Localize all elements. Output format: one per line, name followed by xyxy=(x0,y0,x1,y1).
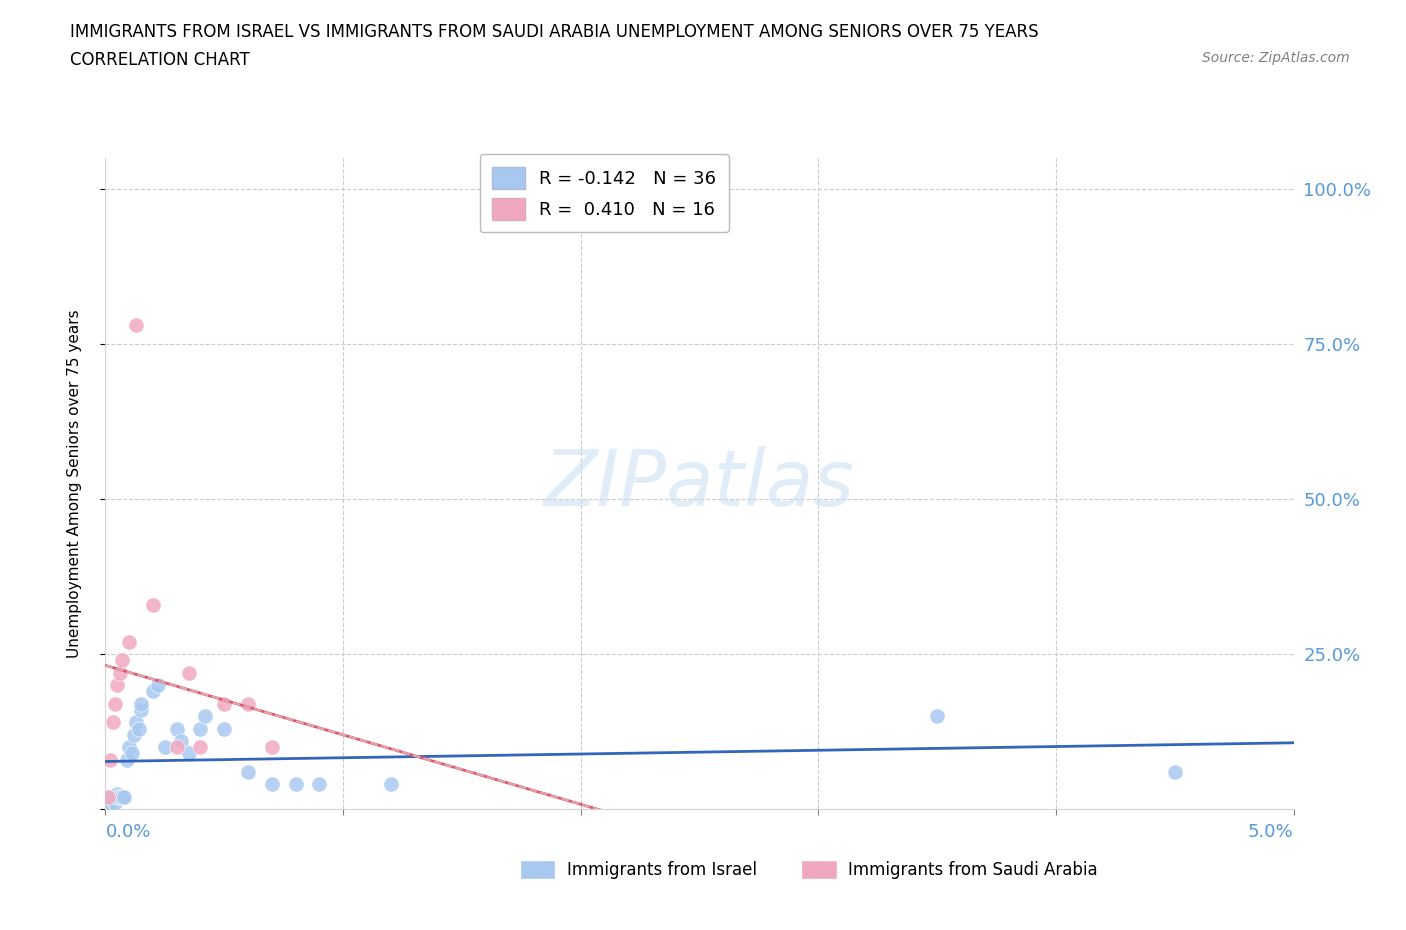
Text: 5.0%: 5.0% xyxy=(1249,823,1294,841)
Point xyxy=(111,790,134,804)
Point xyxy=(166,721,188,736)
Point xyxy=(190,739,212,754)
Point xyxy=(153,739,176,754)
Point xyxy=(105,790,128,804)
Point xyxy=(146,678,169,693)
Point xyxy=(118,634,141,649)
Point xyxy=(104,790,127,804)
Point xyxy=(97,790,120,804)
Point xyxy=(115,752,138,767)
Point xyxy=(129,697,152,711)
Point xyxy=(142,684,165,698)
Point xyxy=(118,739,141,754)
Point xyxy=(166,739,188,754)
Point xyxy=(170,734,193,749)
Point xyxy=(105,678,128,693)
Point xyxy=(236,764,259,779)
Point xyxy=(194,709,217,724)
Legend: R = -0.142   N = 36, R =  0.410   N = 16: R = -0.142 N = 36, R = 0.410 N = 16 xyxy=(479,154,730,232)
Point xyxy=(308,777,330,791)
Point xyxy=(125,715,148,730)
Point xyxy=(101,790,124,804)
Text: IMMIGRANTS FROM ISRAEL VS IMMIGRANTS FROM SAUDI ARABIA UNEMPLOYMENT AMONG SENIOR: IMMIGRANTS FROM ISRAEL VS IMMIGRANTS FRO… xyxy=(70,23,1039,41)
Point xyxy=(927,709,949,724)
Point xyxy=(260,777,283,791)
Point xyxy=(108,790,131,804)
Point xyxy=(380,777,402,791)
Point xyxy=(108,665,131,680)
Point xyxy=(121,746,143,761)
Point xyxy=(98,792,121,807)
Point xyxy=(105,786,128,801)
Point xyxy=(98,795,121,810)
Point xyxy=(214,721,236,736)
Point xyxy=(177,746,200,761)
Text: Immigrants from Israel: Immigrants from Israel xyxy=(567,860,756,879)
Y-axis label: Unemployment Among Seniors over 75 years: Unemployment Among Seniors over 75 years xyxy=(67,310,82,658)
Point xyxy=(190,721,212,736)
Point xyxy=(104,697,127,711)
Point xyxy=(236,697,259,711)
Point xyxy=(284,777,307,791)
Point xyxy=(1164,764,1187,779)
Text: 0.0%: 0.0% xyxy=(105,823,150,841)
Point xyxy=(125,318,148,333)
Point xyxy=(101,792,124,807)
Text: Immigrants from Saudi Arabia: Immigrants from Saudi Arabia xyxy=(848,860,1098,879)
Text: CORRELATION CHART: CORRELATION CHART xyxy=(70,51,250,69)
Text: Source: ZipAtlas.com: Source: ZipAtlas.com xyxy=(1202,51,1350,65)
Point xyxy=(98,752,121,767)
Point xyxy=(129,702,152,717)
Point xyxy=(142,597,165,612)
Point xyxy=(214,697,236,711)
Point xyxy=(104,795,127,810)
Point xyxy=(97,790,120,804)
Point xyxy=(114,790,136,804)
Point xyxy=(122,727,145,742)
Point xyxy=(111,653,134,668)
Point xyxy=(260,739,283,754)
Point xyxy=(101,715,124,730)
Point xyxy=(177,665,200,680)
Text: ZIPatlas: ZIPatlas xyxy=(544,445,855,522)
Point xyxy=(128,721,150,736)
